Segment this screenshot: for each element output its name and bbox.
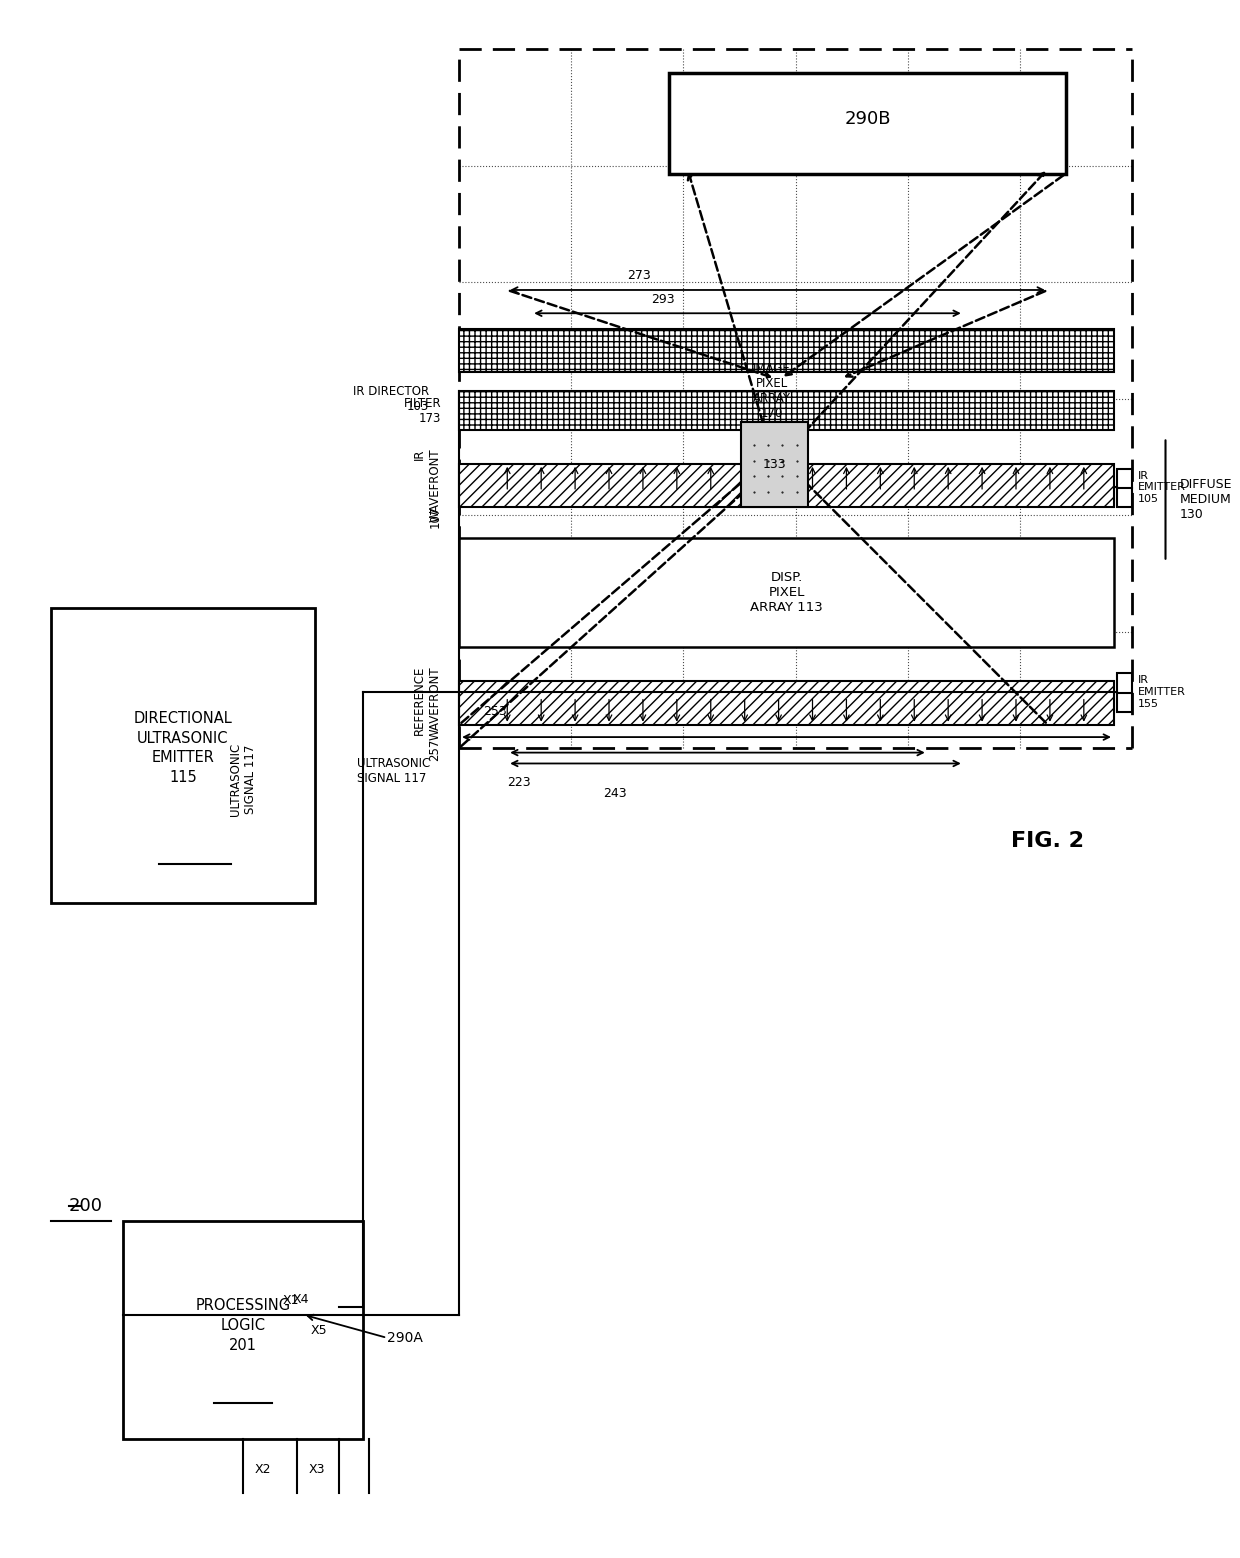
Text: X3: X3 xyxy=(309,1463,326,1477)
Text: 257: 257 xyxy=(428,738,441,760)
Text: 290B: 290B xyxy=(844,111,890,128)
Text: IR DIRECTOR
103: IR DIRECTOR 103 xyxy=(353,385,429,413)
Text: DIFFUSE
MEDIUM
130: DIFFUSE MEDIUM 130 xyxy=(1180,478,1233,520)
Text: X1: X1 xyxy=(283,1293,299,1307)
FancyBboxPatch shape xyxy=(1117,673,1132,712)
Text: ULTRASONIC
SIGNAL 117: ULTRASONIC SIGNAL 117 xyxy=(229,742,257,816)
Text: DISP.
PIXEL
ARRAY 113: DISP. PIXEL ARRAY 113 xyxy=(750,572,823,614)
Text: ULTRASONIC
SIGNAL 117: ULTRASONIC SIGNAL 117 xyxy=(357,757,430,785)
Bar xyxy=(459,464,1114,508)
Text: FIG. 2: FIG. 2 xyxy=(1012,830,1084,851)
Text: 133: 133 xyxy=(763,458,786,471)
FancyBboxPatch shape xyxy=(670,73,1066,173)
Bar xyxy=(742,422,807,508)
Text: 253: 253 xyxy=(484,706,507,718)
Text: 107: 107 xyxy=(428,505,441,528)
FancyBboxPatch shape xyxy=(123,1221,363,1438)
FancyBboxPatch shape xyxy=(1117,469,1132,508)
Text: 223: 223 xyxy=(507,776,531,788)
Text: IR
WAVEFRONT: IR WAVEFRONT xyxy=(413,449,441,522)
Bar xyxy=(459,681,1114,724)
Text: DIRECTIONAL
ULTRASONIC
EMITTER
115: DIRECTIONAL ULTRASONIC EMITTER 115 xyxy=(134,710,232,785)
Bar xyxy=(459,391,1114,430)
FancyBboxPatch shape xyxy=(51,608,315,904)
Text: X4: X4 xyxy=(293,1293,309,1306)
Text: 243: 243 xyxy=(604,787,627,799)
Text: REFERENCE
WAVEFRONT: REFERENCE WAVEFRONT xyxy=(413,667,441,740)
Text: 273: 273 xyxy=(627,270,651,282)
Bar xyxy=(459,329,1114,372)
Text: IMAGE
PIXEL
ARRAY
170: IMAGE PIXEL ARRAY 170 xyxy=(753,361,791,421)
Text: 200: 200 xyxy=(69,1197,103,1215)
Text: IR
EMITTER
105: IR EMITTER 105 xyxy=(1138,471,1185,503)
Text: 290A: 290A xyxy=(387,1331,423,1345)
Text: FILTER
173: FILTER 173 xyxy=(403,397,441,425)
Text: X5: X5 xyxy=(310,1324,327,1337)
Bar xyxy=(459,539,1114,647)
Text: X2: X2 xyxy=(255,1463,272,1477)
Text: 293: 293 xyxy=(651,293,675,305)
Text: PROCESSING
LOGIC
201: PROCESSING LOGIC 201 xyxy=(196,1298,290,1352)
Text: IR
EMITTER
155: IR EMITTER 155 xyxy=(1138,676,1185,709)
